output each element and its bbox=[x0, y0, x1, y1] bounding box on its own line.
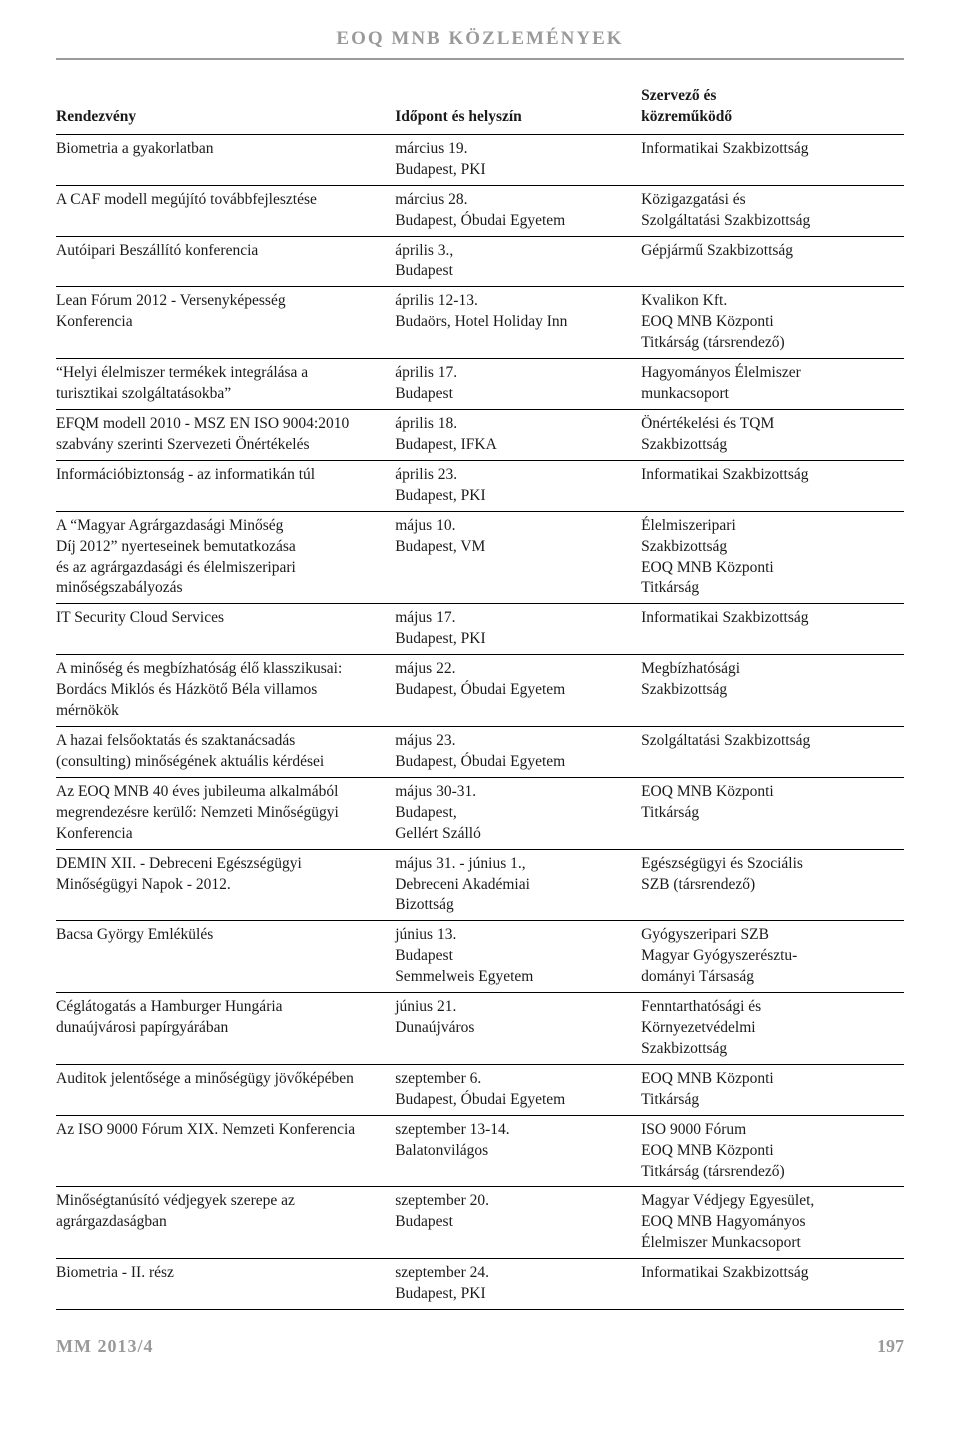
cell-event: Auditok jelentősége a minőségügy jövőkép… bbox=[56, 1064, 395, 1115]
cell-when-where: május 17.Budapest, PKI bbox=[395, 604, 641, 655]
cell-event: Az ISO 9000 Fórum XIX. Nemzeti Konferenc… bbox=[56, 1115, 395, 1187]
col-header-szervezo: Szervező ésközreműködő bbox=[641, 82, 904, 134]
cell-event: Céglátogatás a Hamburger Hungáriadunaújv… bbox=[56, 993, 395, 1065]
cell-organizer: Magyar Védjegy Egyesület,EOQ MNB Hagyomá… bbox=[641, 1187, 904, 1259]
cell-organizer: Egészségügyi és SzociálisSZB (társrendez… bbox=[641, 849, 904, 921]
cell-when-where: március 19.Budapest, PKI bbox=[395, 134, 641, 185]
cell-organizer: Gyógyszeripari SZBMagyar Gyógyszerésztu-… bbox=[641, 921, 904, 993]
cell-event: “Helyi élelmiszer termékek integrálása a… bbox=[56, 359, 395, 410]
cell-event: A hazai felsőoktatás és szaktanácsadás(c… bbox=[56, 726, 395, 777]
cell-when-where: április 3.,Budapest bbox=[395, 236, 641, 287]
cell-when-where: szeptember 24.Budapest, PKI bbox=[395, 1259, 641, 1310]
cell-when-where: szeptember 13-14.Balatonvilágos bbox=[395, 1115, 641, 1187]
table-row: A hazai felsőoktatás és szaktanácsadás(c… bbox=[56, 726, 904, 777]
cell-when-where: június 21.Dunaújváros bbox=[395, 993, 641, 1065]
cell-organizer: ÉlelmiszeripariSzakbizottságEOQ MNB Közp… bbox=[641, 511, 904, 604]
table-row: Minőségtanúsító védjegyek szerepe azagrá… bbox=[56, 1187, 904, 1259]
page-header-title: EOQ MNB KÖZLEMÉNYEK bbox=[56, 28, 904, 60]
cell-when-where: szeptember 20.Budapest bbox=[395, 1187, 641, 1259]
cell-event: EFQM modell 2010 - MSZ EN ISO 9004:2010s… bbox=[56, 409, 395, 460]
cell-when-where: április 18.Budapest, IFKA bbox=[395, 409, 641, 460]
cell-when-where: május 31. - június 1.,Debreceni Akadémia… bbox=[395, 849, 641, 921]
cell-when-where: május 10.Budapest, VM bbox=[395, 511, 641, 604]
table-row: Bacsa György Emlékülésjúnius 13.Budapest… bbox=[56, 921, 904, 993]
page-footer: MM 2013/4 197 bbox=[56, 1336, 904, 1357]
cell-organizer: Informatikai Szakbizottság bbox=[641, 604, 904, 655]
cell-organizer: Informatikai Szakbizottság bbox=[641, 1259, 904, 1310]
table-row: A “Magyar Agrárgazdasági MinőségDíj 2012… bbox=[56, 511, 904, 604]
cell-when-where: április 23.Budapest, PKI bbox=[395, 460, 641, 511]
cell-event: Lean Fórum 2012 - VersenyképességKonfere… bbox=[56, 287, 395, 359]
cell-organizer: Közigazgatási ésSzolgáltatási Szakbizott… bbox=[641, 185, 904, 236]
cell-organizer: Gépjármű Szakbizottság bbox=[641, 236, 904, 287]
cell-when-where: március 28.Budapest, Óbudai Egyetem bbox=[395, 185, 641, 236]
cell-event: IT Security Cloud Services bbox=[56, 604, 395, 655]
cell-organizer: EOQ MNB KözpontiTitkárság bbox=[641, 1064, 904, 1115]
cell-event: Autóipari Beszállító konferencia bbox=[56, 236, 395, 287]
cell-event: DEMIN XII. - Debreceni EgészségügyiMinős… bbox=[56, 849, 395, 921]
cell-organizer: ISO 9000 FórumEOQ MNB KözpontiTitkárság … bbox=[641, 1115, 904, 1187]
table-row: A minőség és megbízhatóság élő klassziku… bbox=[56, 655, 904, 727]
table-row: EFQM modell 2010 - MSZ EN ISO 9004:2010s… bbox=[56, 409, 904, 460]
table-row: Lean Fórum 2012 - VersenyképességKonfere… bbox=[56, 287, 904, 359]
cell-organizer: Fenntarthatósági ésKörnyezetvédelmiSzakb… bbox=[641, 993, 904, 1065]
cell-when-where: április 17.Budapest bbox=[395, 359, 641, 410]
cell-event: Minőségtanúsító védjegyek szerepe azagrá… bbox=[56, 1187, 395, 1259]
events-table: Rendezvény Időpont és helyszín Szervező … bbox=[56, 82, 904, 1310]
cell-event: Biometria - II. rész bbox=[56, 1259, 395, 1310]
cell-event: A CAF modell megújító továbbfejlesztése bbox=[56, 185, 395, 236]
table-row: Céglátogatás a Hamburger Hungáriadunaújv… bbox=[56, 993, 904, 1065]
cell-when-where: május 30-31.Budapest,Gellért Szálló bbox=[395, 777, 641, 849]
cell-event: Információbiztonság - az informatikán tú… bbox=[56, 460, 395, 511]
cell-event: Biometria a gyakorlatban bbox=[56, 134, 395, 185]
cell-organizer: Önértékelési és TQMSzakbizottság bbox=[641, 409, 904, 460]
table-row: A CAF modell megújító továbbfejlesztésem… bbox=[56, 185, 904, 236]
cell-when-where: szeptember 6.Budapest, Óbudai Egyetem bbox=[395, 1064, 641, 1115]
table-row: DEMIN XII. - Debreceni EgészségügyiMinős… bbox=[56, 849, 904, 921]
footer-issue: MM 2013/4 bbox=[56, 1336, 153, 1357]
table-row: Az ISO 9000 Fórum XIX. Nemzeti Konferenc… bbox=[56, 1115, 904, 1187]
cell-event: A minőség és megbízhatóság élő klassziku… bbox=[56, 655, 395, 727]
table-row: Biometria - II. részszeptember 24.Budape… bbox=[56, 1259, 904, 1310]
cell-event: Az EOQ MNB 40 éves jubileuma alkalmábólm… bbox=[56, 777, 395, 849]
events-table-head: Rendezvény Időpont és helyszín Szervező … bbox=[56, 82, 904, 134]
cell-when-where: június 13.BudapestSemmelweis Egyetem bbox=[395, 921, 641, 993]
cell-event: Bacsa György Emlékülés bbox=[56, 921, 395, 993]
cell-organizer: Informatikai Szakbizottság bbox=[641, 460, 904, 511]
cell-when-where: május 22.Budapest, Óbudai Egyetem bbox=[395, 655, 641, 727]
cell-organizer: Szolgáltatási Szakbizottság bbox=[641, 726, 904, 777]
cell-organizer: Kvalikon Kft.EOQ MNB KözpontiTitkárság (… bbox=[641, 287, 904, 359]
cell-event: A “Magyar Agrárgazdasági MinőségDíj 2012… bbox=[56, 511, 395, 604]
table-row: Auditok jelentősége a minőségügy jövőkép… bbox=[56, 1064, 904, 1115]
cell-when-where: április 12-13.Budaörs, Hotel Holiday Inn bbox=[395, 287, 641, 359]
table-row: IT Security Cloud Servicesmájus 17.Budap… bbox=[56, 604, 904, 655]
cell-organizer: Hagyományos Élelmiszermunkacsoport bbox=[641, 359, 904, 410]
cell-organizer: EOQ MNB KözpontiTitkárság bbox=[641, 777, 904, 849]
events-table-body: Biometria a gyakorlatbanmárcius 19.Budap… bbox=[56, 134, 904, 1309]
table-row: Az EOQ MNB 40 éves jubileuma alkalmábólm… bbox=[56, 777, 904, 849]
table-row: Biometria a gyakorlatbanmárcius 19.Budap… bbox=[56, 134, 904, 185]
table-row: Információbiztonság - az informatikán tú… bbox=[56, 460, 904, 511]
footer-page-number: 197 bbox=[877, 1336, 904, 1357]
cell-organizer: MegbízhatóságiSzakbizottság bbox=[641, 655, 904, 727]
cell-organizer: Informatikai Szakbizottság bbox=[641, 134, 904, 185]
table-row: “Helyi élelmiszer termékek integrálása a… bbox=[56, 359, 904, 410]
col-header-idopont: Időpont és helyszín bbox=[395, 82, 641, 134]
table-row: Autóipari Beszállító konferenciaáprilis … bbox=[56, 236, 904, 287]
cell-when-where: május 23.Budapest, Óbudai Egyetem bbox=[395, 726, 641, 777]
col-header-rendezveny: Rendezvény bbox=[56, 82, 395, 134]
